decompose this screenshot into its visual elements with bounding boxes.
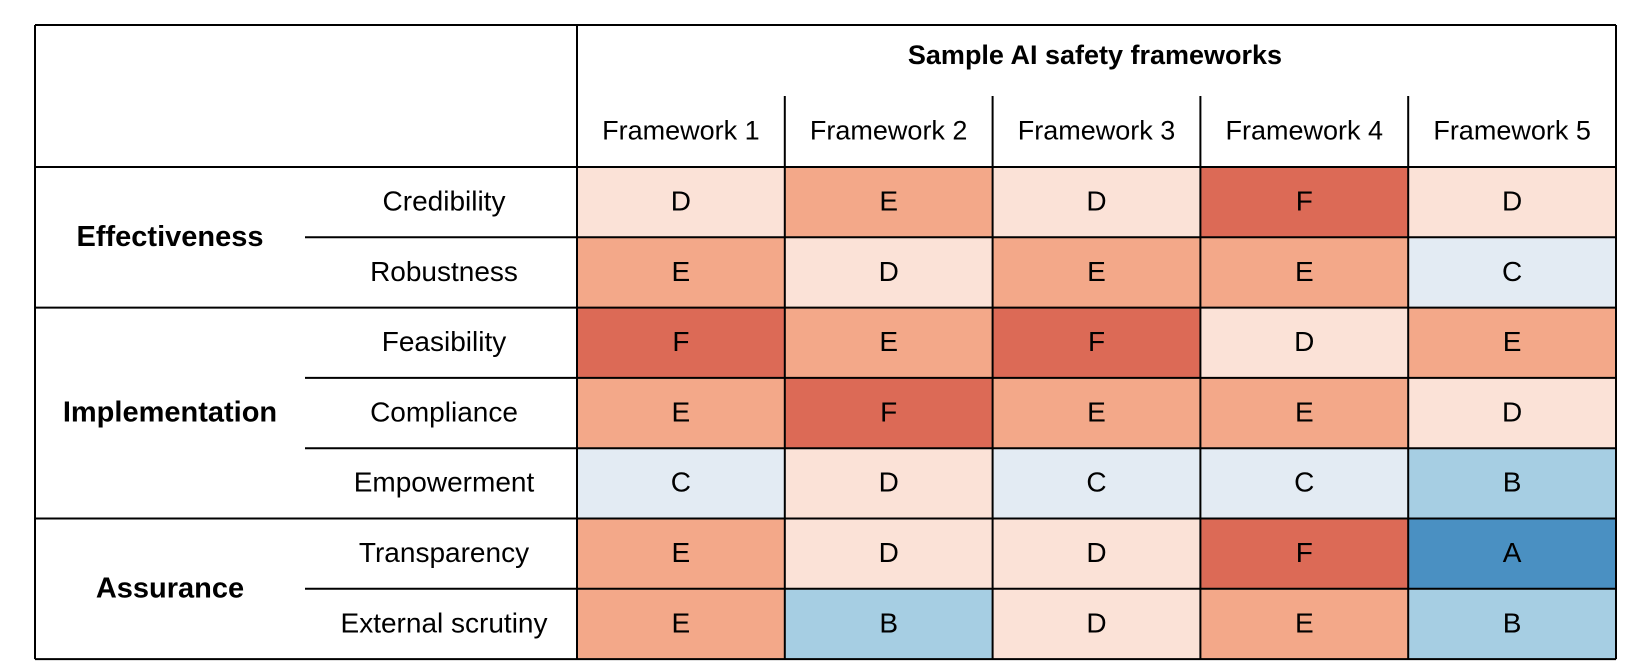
- heatmap-cell: [1200, 237, 1409, 308]
- cell-grade-label: E: [672, 256, 691, 287]
- cell-grade-label: B: [1503, 467, 1522, 498]
- cell-grade-label: D: [1086, 537, 1106, 568]
- heatmap-cell: [577, 588, 785, 660]
- heatmap-cell: [577, 377, 785, 449]
- cell-grade-label: C: [1086, 467, 1106, 498]
- group-label: Assurance: [96, 572, 244, 604]
- column-header: Framework 4: [1226, 116, 1384, 146]
- cell-grade-label: D: [1502, 186, 1522, 217]
- cell-grade-label: B: [879, 607, 898, 638]
- heatmap-cell: [992, 237, 1201, 308]
- heatmap-cell: [784, 588, 993, 660]
- row-label: External scrutiny: [341, 607, 548, 638]
- cell-grade-label: E: [879, 186, 898, 217]
- heatmap-cell: [577, 237, 785, 308]
- heatmap-cell: [992, 448, 1201, 519]
- heatmap-cell: [992, 588, 1201, 660]
- cell-grade-label: E: [672, 607, 691, 638]
- heatmap-cell: [1408, 448, 1616, 519]
- heatmap-cell: [992, 307, 1201, 378]
- cell-grade-label: E: [879, 326, 898, 357]
- cell-grade-label: E: [1295, 396, 1314, 427]
- cell-grade-label: F: [1088, 326, 1105, 357]
- heatmap-cell: [1200, 167, 1409, 238]
- heatmap-cell: [992, 167, 1201, 238]
- heatmap-cell: [1200, 588, 1409, 660]
- cell-grade-label: A: [1503, 537, 1522, 568]
- cell-grade-label: C: [1294, 467, 1314, 498]
- cell-grade-label: D: [1502, 396, 1522, 427]
- group-label: Implementation: [63, 397, 277, 429]
- cell-grade-label: E: [1503, 326, 1522, 357]
- heatmap-cell: [1408, 377, 1616, 449]
- cell-grade-label: E: [1087, 256, 1106, 287]
- cell-grade-label: D: [1086, 186, 1106, 217]
- heatmap-cell: [577, 518, 785, 589]
- cell-grade-label: F: [672, 326, 689, 357]
- cell-grade-label: F: [1296, 186, 1313, 217]
- heatmap-cell: [784, 518, 993, 589]
- heatmap-cell: [1408, 167, 1616, 238]
- cell-grade-label: F: [1296, 537, 1313, 568]
- heatmap-cell: [992, 377, 1201, 449]
- group-label: Effectiveness: [77, 221, 264, 253]
- heatmap-cell: [577, 307, 785, 378]
- heatmap-cell: [992, 518, 1201, 589]
- row-label: Compliance: [370, 396, 518, 427]
- heatmap-cell: [1200, 307, 1409, 378]
- cell-grade-label: D: [879, 467, 899, 498]
- heatmap-cell: [1408, 237, 1616, 308]
- heatmap-cell: [784, 307, 993, 378]
- heatmap-cell: [1200, 448, 1409, 519]
- heatmap-cell: [1408, 307, 1616, 378]
- row-label: Feasibility: [382, 326, 506, 357]
- cell-grade-label: B: [1503, 607, 1522, 638]
- cell-grade-label: E: [1295, 256, 1314, 287]
- cell-grade-label: D: [879, 537, 899, 568]
- cell-grade-label: D: [879, 256, 899, 287]
- cell-grade-label: E: [1295, 607, 1314, 638]
- cell-grade-label: D: [671, 186, 691, 217]
- row-label: Credibility: [383, 186, 506, 217]
- heatmap-cell: [577, 448, 785, 519]
- heatmap-cell: [784, 377, 993, 449]
- cell-grade-label: E: [672, 396, 691, 427]
- heatmap-cell: [1200, 377, 1409, 449]
- column-header: Framework 1: [602, 116, 760, 146]
- heatmap-cell: [784, 167, 993, 238]
- heatmap-cell: [577, 167, 785, 238]
- heatmap-cell: [1408, 588, 1616, 660]
- cell-grade-label: F: [880, 396, 897, 427]
- cell-grade-label: E: [672, 537, 691, 568]
- heatmap-cell: [1200, 518, 1409, 589]
- heatmap-cell: [1408, 518, 1616, 589]
- chart-title: Sample AI safety frameworks: [908, 40, 1282, 70]
- row-label: Transparency: [359, 537, 529, 568]
- cell-grade-label: C: [671, 467, 691, 498]
- column-header: Framework 5: [1433, 116, 1591, 146]
- column-header: Framework 2: [810, 116, 968, 146]
- cell-grade-label: D: [1086, 607, 1106, 638]
- row-label: Empowerment: [354, 467, 535, 498]
- cell-grade-label: C: [1502, 256, 1522, 287]
- heatmap-cell: [784, 237, 993, 308]
- heatmap-cell: [784, 448, 993, 519]
- row-label: Robustness: [370, 256, 518, 287]
- column-header: Framework 3: [1018, 116, 1176, 146]
- cell-grade-label: E: [1087, 396, 1106, 427]
- cell-grade-label: D: [1294, 326, 1314, 357]
